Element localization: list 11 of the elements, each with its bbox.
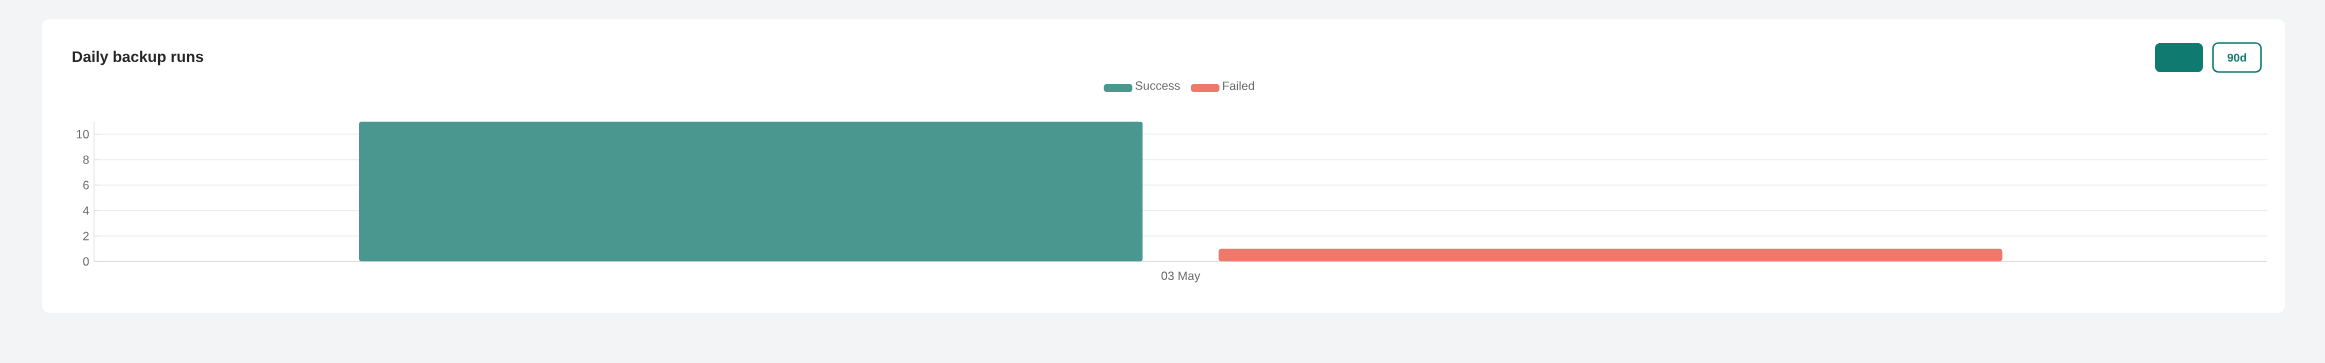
legend-label: Failed [1223, 81, 1254, 91]
y-tick-label: 2 [83, 231, 89, 241]
y-tick-label: 8 [83, 155, 89, 164]
y-tick-label: 0 [83, 257, 89, 266]
chart-title: Daily backup runs [72, 50, 204, 66]
text: 90d [2227, 53, 2246, 62]
y-tick-label: 4 [82, 206, 89, 215]
legend-label: Success [1135, 81, 1180, 90]
x-tick-label: 03 May [1161, 271, 1201, 283]
y-tick-label: 6 [83, 180, 89, 190]
y-tick-label: 10 [76, 129, 89, 139]
